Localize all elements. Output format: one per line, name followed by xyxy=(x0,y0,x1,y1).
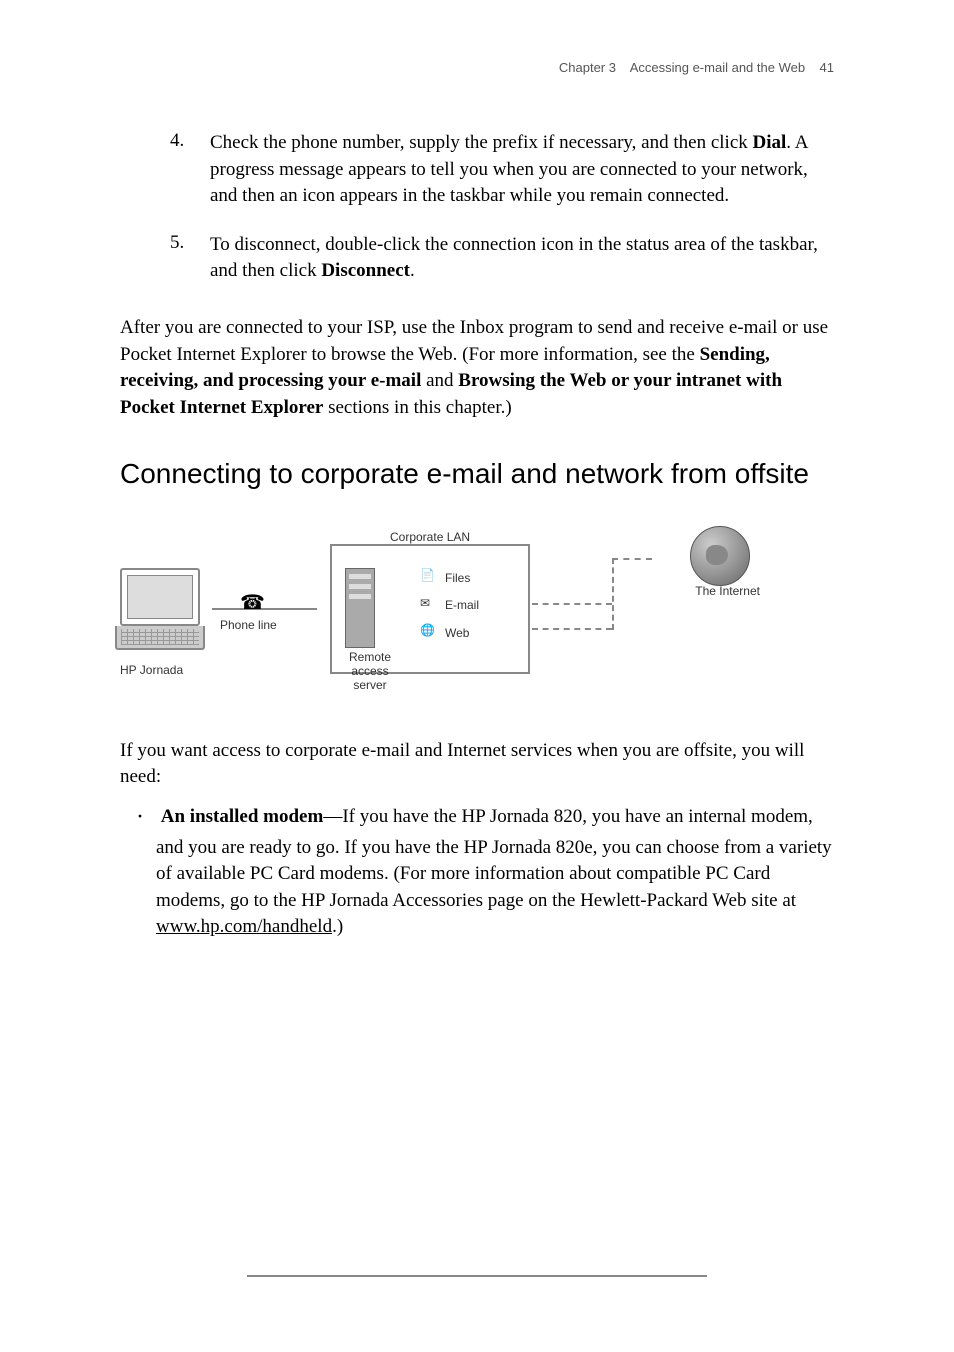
bullet-link[interactable]: www.hp.com/handheld xyxy=(156,916,332,937)
diagram-label-remote-access-server: Remote access server xyxy=(335,650,405,692)
step-number: 5. xyxy=(170,232,210,285)
step-text-part: . xyxy=(410,260,415,281)
dashed-connector xyxy=(612,558,652,560)
diagram-label-internet: The Internet xyxy=(695,584,760,598)
network-diagram: HP Jornada ☎ Phone line Corporate LAN Re… xyxy=(120,528,760,698)
step-text-part: To disconnect, double-click the connecti… xyxy=(210,234,818,282)
dashed-connector xyxy=(612,558,614,630)
step-text: To disconnect, double-click the connecti… xyxy=(210,232,834,285)
step-5: 5. To disconnect, double-click the conne… xyxy=(170,232,834,285)
bullet-list-intro: If you want access to corporate e-mail a… xyxy=(120,738,834,791)
list-item: An installed modem—If you have the HP Jo… xyxy=(136,801,834,941)
laptop-icon xyxy=(120,568,205,650)
email-icon: ✉ xyxy=(420,596,430,610)
server-icon xyxy=(345,568,375,648)
files-icon: 📄 xyxy=(420,568,435,582)
diagram-label-hp-jornada: HP Jornada xyxy=(120,663,183,677)
section-heading: Connecting to corporate e-mail and netwo… xyxy=(120,456,834,492)
dashed-connector xyxy=(532,603,612,605)
para-text: and xyxy=(421,370,458,391)
ras-line2: server xyxy=(353,678,386,692)
phone-icon: ☎ xyxy=(240,590,265,615)
bullet-list: An installed modem—If you have the HP Jo… xyxy=(136,801,834,941)
globe-icon xyxy=(690,526,750,586)
bullet-text: .) xyxy=(332,916,343,937)
diagram-label-phone-line: Phone line xyxy=(220,618,277,632)
diagram-label-files: Files xyxy=(445,571,470,585)
step-text: Check the phone number, supply the prefi… xyxy=(210,130,834,210)
web-icon: 🌐 xyxy=(420,623,435,637)
diagram-label-email: E-mail xyxy=(445,598,479,612)
step-number: 4. xyxy=(170,130,210,210)
para-text: sections in this chapter.) xyxy=(323,397,511,418)
step-4: 4. Check the phone number, supply the pr… xyxy=(170,130,834,210)
header-chapter: Chapter 3 xyxy=(559,60,616,75)
step-bold: Dial xyxy=(753,132,787,153)
header-page-number: 41 xyxy=(820,60,834,75)
header-title: Accessing e-mail and the Web xyxy=(630,60,805,75)
ras-line1: Remote access xyxy=(349,650,391,678)
step-text-part: Check the phone number, supply the prefi… xyxy=(210,132,753,153)
numbered-steps: 4. Check the phone number, supply the pr… xyxy=(170,130,834,285)
page-header: Chapter 3 Accessing e-mail and the Web 4… xyxy=(120,60,834,75)
footer-rule xyxy=(247,1275,707,1277)
step-bold: Disconnect xyxy=(321,260,410,281)
dashed-connector xyxy=(532,628,612,630)
body-paragraph: After you are connected to your ISP, use… xyxy=(120,315,834,421)
diagram-label-web: Web xyxy=(445,626,469,640)
diagram-label-corporate-lan: Corporate LAN xyxy=(390,530,470,544)
bullet-lead-bold: An installed modem xyxy=(161,806,324,827)
